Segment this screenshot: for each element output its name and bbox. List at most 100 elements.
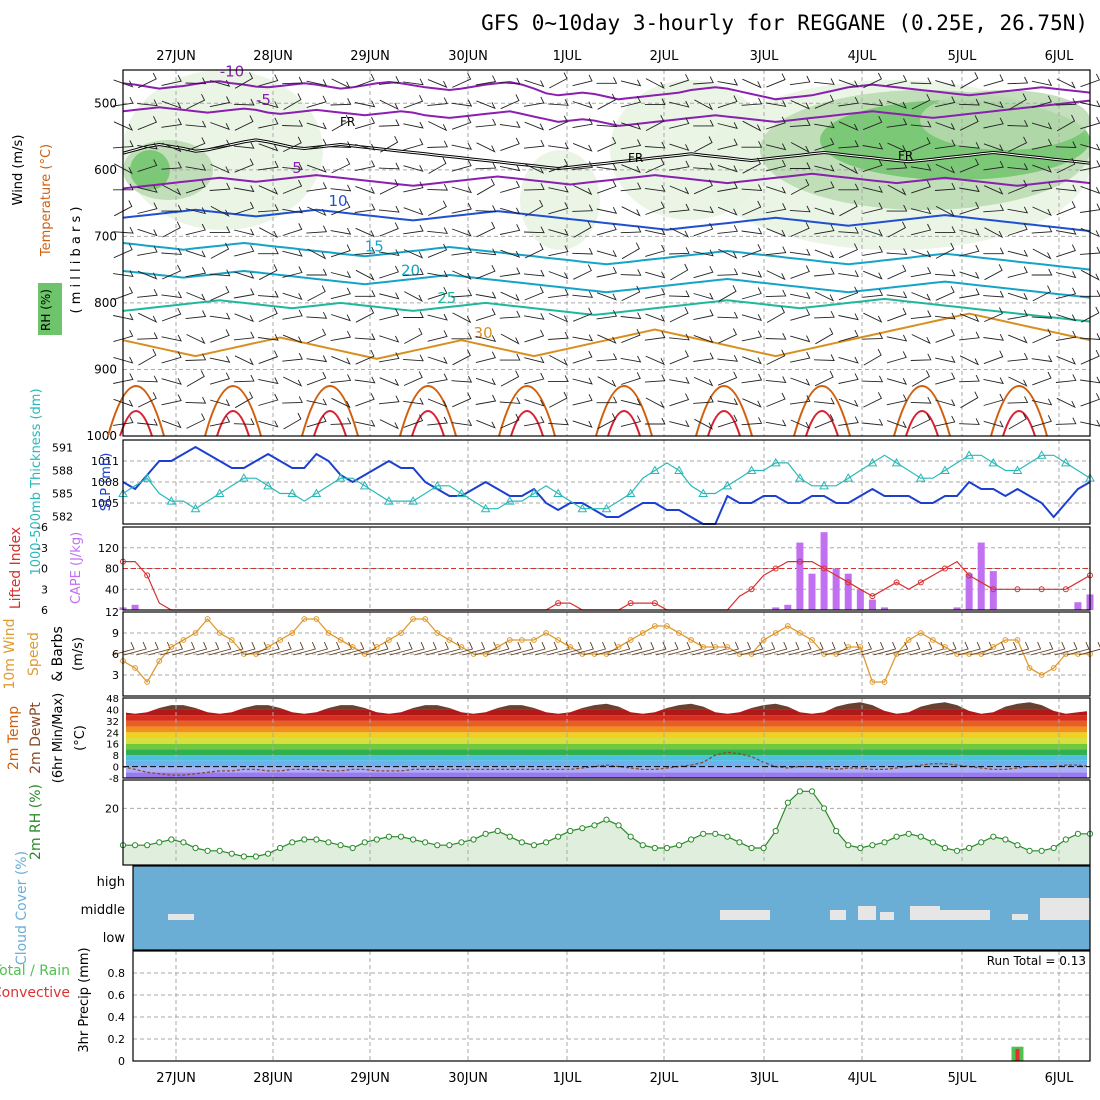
wind-barb [331, 157, 351, 174]
precip-tick-label: 0.6 [108, 989, 126, 1002]
wind-barb [210, 242, 230, 259]
wind-barb [717, 354, 739, 362]
wind-barb [379, 335, 400, 343]
wind-barb [935, 329, 955, 343]
wind-barb [354, 100, 376, 108]
surface-wind-barb [269, 641, 292, 656]
thickness-marker [432, 480, 443, 490]
wind-barb [863, 270, 883, 280]
wind-barb [113, 79, 134, 88]
cloud-patch [1040, 898, 1090, 920]
temp-band [126, 709, 1087, 716]
wind-barb [1031, 398, 1053, 406]
wind-barb [935, 372, 956, 385]
wind-barb [283, 376, 303, 387]
wind-barb [548, 142, 569, 150]
minmax-label: (6hr Min/Max) [51, 693, 66, 783]
rh-marker [820, 805, 828, 812]
surface-wind-barb [111, 641, 135, 656]
wind-barb [886, 74, 908, 86]
wind-barb [234, 313, 255, 323]
wind-barb [886, 248, 908, 255]
wind-barb [645, 228, 666, 236]
wind-barb [524, 416, 545, 427]
wind-barb [669, 100, 690, 108]
wind-barb [354, 290, 376, 297]
thickness-marker [142, 473, 153, 482]
wind-speed-marker [180, 637, 187, 643]
wind-barb [209, 182, 231, 191]
wind-barb [380, 135, 399, 153]
wind-barb [185, 353, 207, 361]
wind-barb [428, 200, 447, 216]
wind-barb [234, 228, 255, 236]
wind-barb [476, 419, 496, 429]
wind-barb [984, 264, 1003, 281]
surface-wind-barb [583, 641, 607, 656]
date-label-top: 6JUL [1045, 49, 1075, 64]
wind-barb [403, 371, 423, 386]
wind-barb [330, 227, 352, 235]
wind-barb [911, 292, 931, 301]
wind-speed-marker [494, 644, 501, 650]
cloud-cover-label: Cloud Cover (%) [14, 851, 30, 965]
wind-barb [1031, 122, 1053, 130]
wind-barb [693, 76, 714, 85]
wind-barb [113, 286, 134, 301]
surface-wind-barb [1030, 641, 1054, 656]
wind-barb [306, 79, 328, 87]
wind-barb [548, 271, 569, 280]
wind-barb [500, 291, 520, 302]
wind-barb [838, 286, 859, 301]
wind-barb [499, 224, 521, 235]
wind-barb [113, 96, 134, 107]
rh-marker [361, 839, 368, 846]
surface-wind-barb [256, 641, 280, 656]
wind-barb [717, 206, 738, 216]
wind-barb [475, 118, 497, 128]
wind-barb [983, 143, 1004, 152]
wind-barb [1080, 185, 1100, 194]
wind-barb [572, 101, 593, 109]
wind-barb [354, 143, 376, 151]
thickness-marker [601, 503, 612, 513]
wind-barb [887, 420, 907, 429]
temp-units-label: (°C) [73, 725, 88, 751]
wind-barb [186, 370, 205, 387]
wind-barbs-label: & Barbs [50, 626, 66, 682]
wind-barb [1031, 138, 1053, 150]
rh-marker [808, 788, 816, 795]
wind-barb [620, 95, 642, 108]
wind-barb [282, 119, 303, 127]
wind-barb [1031, 311, 1053, 319]
wind-barb [983, 393, 1004, 406]
wind-barb [1056, 355, 1077, 365]
wind-barb [790, 142, 810, 153]
surface-wind-barb [716, 641, 739, 656]
wind-barb [282, 309, 303, 320]
wind-speed-marker [337, 637, 344, 643]
wind-speed-marker [772, 630, 779, 636]
wind-barb [572, 307, 593, 322]
wind-barb [161, 394, 182, 406]
wind-barb [354, 419, 376, 427]
lifted-index-marker [845, 579, 852, 586]
rh-marker [252, 853, 260, 860]
wind-barb [693, 222, 714, 237]
wind-barb [475, 308, 496, 322]
wind-barb [138, 72, 157, 89]
wind-barb [258, 74, 279, 87]
wind-barb [1031, 268, 1053, 276]
temp-tick-label: 32 [106, 717, 119, 728]
surface-wind-barb [885, 641, 909, 656]
wind-barb [717, 138, 738, 151]
wind-barb [330, 244, 351, 258]
cloud-patch [940, 910, 990, 920]
cape-bar [1074, 602, 1082, 610]
cape-tick-label: 40 [105, 583, 119, 596]
wind-barb [620, 312, 642, 320]
wind-barb [1008, 334, 1028, 344]
wind-barb [596, 206, 618, 214]
precip-label: 3hr Precip (mm) [77, 947, 92, 1052]
wind-barb [887, 307, 907, 322]
